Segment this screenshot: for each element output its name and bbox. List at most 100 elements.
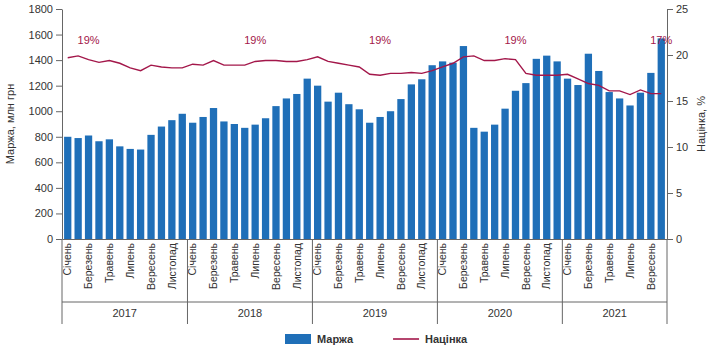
- x-tick: Листопад: [415, 239, 427, 289]
- y2-tick: 20: [667, 49, 688, 61]
- year-label: 2021: [602, 307, 626, 319]
- y2-tick: 10: [667, 141, 688, 153]
- bar: [324, 102, 331, 239]
- x-tick-label: Травень: [103, 242, 115, 283]
- y2-tick-mark: [667, 193, 673, 194]
- y2-tick-mark: [667, 101, 673, 102]
- bar: [574, 85, 581, 239]
- bar: [658, 38, 665, 239]
- bar: [376, 117, 383, 239]
- y2-tick-label: 5: [676, 187, 682, 199]
- y2-tick-label: 10: [676, 141, 688, 153]
- bar: [606, 92, 613, 239]
- x-tick-label: Вересень: [145, 242, 157, 289]
- x-tick-label: Липень: [499, 242, 511, 278]
- y-tick-label: 800: [35, 131, 53, 143]
- y2-tick-mark: [667, 147, 673, 148]
- x-tick: Липень: [374, 239, 386, 279]
- x-tick-label: Січень: [436, 242, 448, 275]
- bar: [397, 99, 404, 239]
- bar: [314, 86, 321, 239]
- x-tick-label: Травень: [603, 242, 615, 283]
- bar: [429, 65, 436, 239]
- bar: [481, 132, 488, 239]
- x-tick-label: Травень: [228, 242, 240, 283]
- y2-tick: 5: [667, 187, 682, 199]
- line: [68, 56, 662, 95]
- year-label: 2020: [488, 307, 512, 319]
- bar: [626, 105, 633, 239]
- bar: [220, 121, 227, 239]
- annotation: 19%: [504, 34, 526, 46]
- bar: [585, 54, 592, 239]
- bar: [293, 94, 300, 239]
- y-tick: 0: [47, 233, 62, 245]
- x-tick-label: Січень: [561, 242, 573, 275]
- bar: [418, 79, 425, 239]
- x-tick: Травень: [103, 239, 115, 283]
- bar: [210, 108, 217, 239]
- bar: [106, 139, 113, 239]
- x-tick: Січень: [311, 239, 323, 276]
- year-groups: 20172018201920202021: [62, 239, 667, 324]
- y2-tick-mark: [667, 239, 673, 240]
- x-tick: Березень: [332, 239, 344, 289]
- y-tick-mark: [56, 188, 62, 189]
- bar: [262, 118, 269, 239]
- y-tick: 800: [35, 131, 62, 143]
- bar: [356, 109, 363, 239]
- y-axis-title: Маржа, млн грн: [4, 84, 16, 164]
- x-tick-label: Листопад: [540, 243, 552, 289]
- bar: [345, 104, 352, 239]
- x-tick: Вересень: [395, 239, 407, 290]
- bar: [533, 59, 540, 239]
- group-separator: [62, 239, 63, 324]
- marks: [64, 38, 665, 239]
- legend-item: Націнка: [393, 333, 468, 345]
- x-tick-label: Травень: [478, 242, 490, 283]
- bar: [74, 138, 81, 239]
- bar: [158, 127, 165, 239]
- bar: [595, 71, 602, 239]
- legend: МаржаНацінка: [285, 333, 468, 345]
- bar: [491, 125, 498, 239]
- bar: [85, 136, 92, 240]
- bar: [439, 61, 446, 239]
- bar: [127, 149, 134, 239]
- x-tick: Листопад: [290, 239, 302, 289]
- y-tick-label: 1600: [29, 29, 53, 41]
- x-tick: Липень: [249, 239, 261, 279]
- bar: [616, 98, 623, 239]
- x-tick: Липень: [124, 239, 136, 279]
- year-label: 2019: [363, 307, 387, 319]
- x-tick-label: Березень: [582, 242, 594, 289]
- x-tick-label: Липень: [249, 242, 261, 278]
- y2-tick: 15: [667, 95, 688, 107]
- y2-tick-mark: [667, 55, 673, 56]
- bar: [241, 128, 248, 239]
- x-tick: Січень: [61, 239, 73, 276]
- y-tick-label: 200: [35, 207, 53, 219]
- annotation: 19%: [244, 34, 266, 46]
- bar: [470, 128, 477, 239]
- group-separator: [312, 239, 313, 324]
- y-tick-label: 600: [35, 156, 53, 168]
- x-tick: Травень: [603, 239, 615, 283]
- legend-swatch: [285, 334, 311, 344]
- year-label: 2018: [238, 307, 262, 319]
- x-tick-label: Січень: [311, 242, 323, 275]
- y-tick: 1800: [29, 3, 62, 15]
- x-tick: Листопад: [540, 239, 552, 289]
- x-tick-label: Липень: [624, 242, 636, 278]
- y-tick: 1400: [29, 54, 62, 66]
- y-tick-mark: [56, 111, 62, 112]
- bar: [147, 135, 154, 239]
- y2-tick-label: 15: [676, 95, 688, 107]
- y-tick: 200: [35, 207, 62, 219]
- bar: [564, 79, 571, 239]
- x-tick-label: Липень: [374, 242, 386, 278]
- x-tick-label: Січень: [186, 242, 198, 275]
- x-tick: Березень: [582, 239, 594, 289]
- y-axis-line: [62, 10, 63, 240]
- x-tick-label: Липень: [124, 242, 136, 278]
